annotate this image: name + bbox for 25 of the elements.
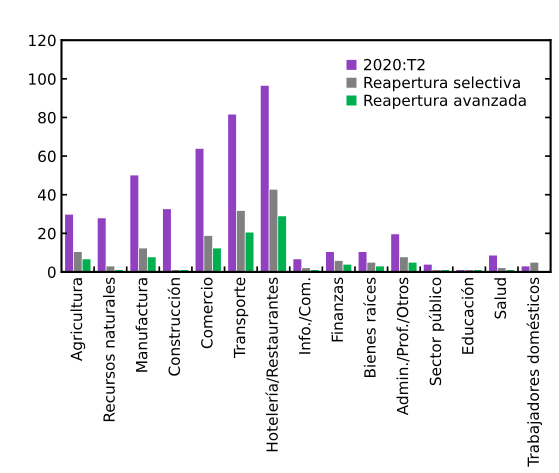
y-tick-label: 60 bbox=[38, 150, 56, 162]
legend-label: Reapertura selectiva bbox=[364, 76, 520, 92]
x-tick-label: Salud bbox=[494, 278, 506, 319]
x-tick-label: Finanzas bbox=[331, 278, 344, 342]
x-tick-label: Bienes raíces bbox=[363, 278, 376, 378]
y-tick-label: 20 bbox=[38, 228, 56, 240]
y-tick-label: 80 bbox=[38, 112, 56, 124]
x-tick-label: Recursos naturales bbox=[103, 278, 115, 422]
x-tick-label: Agricultura bbox=[70, 278, 86, 362]
x-tick-label: Educación bbox=[461, 278, 474, 354]
legend-label: Reapertura avanzada bbox=[364, 94, 526, 110]
x-tick-label: Sector público bbox=[428, 278, 444, 386]
x-tick-label: Comercio bbox=[200, 278, 213, 348]
y-tick-label: 0 bbox=[48, 266, 56, 278]
y-tick-label: 40 bbox=[38, 189, 56, 201]
y-tick-label: 100 bbox=[29, 73, 56, 85]
y-tick-label: 120 bbox=[29, 34, 56, 46]
x-tick-label: Manufactura bbox=[136, 278, 148, 372]
x-tick-label: Admin./Prof./Otros bbox=[396, 278, 410, 416]
x-tick-label: Trabajadores domésticos bbox=[526, 278, 542, 467]
legend-label: 2020:T2 bbox=[364, 58, 424, 70]
x-tick-label: Info./Com. bbox=[298, 278, 312, 354]
x-tick-label: Construcción bbox=[168, 278, 180, 376]
x-tick-label: Hotelería/Restaurantes bbox=[265, 278, 280, 452]
x-tick-label: Transporte bbox=[234, 278, 248, 358]
